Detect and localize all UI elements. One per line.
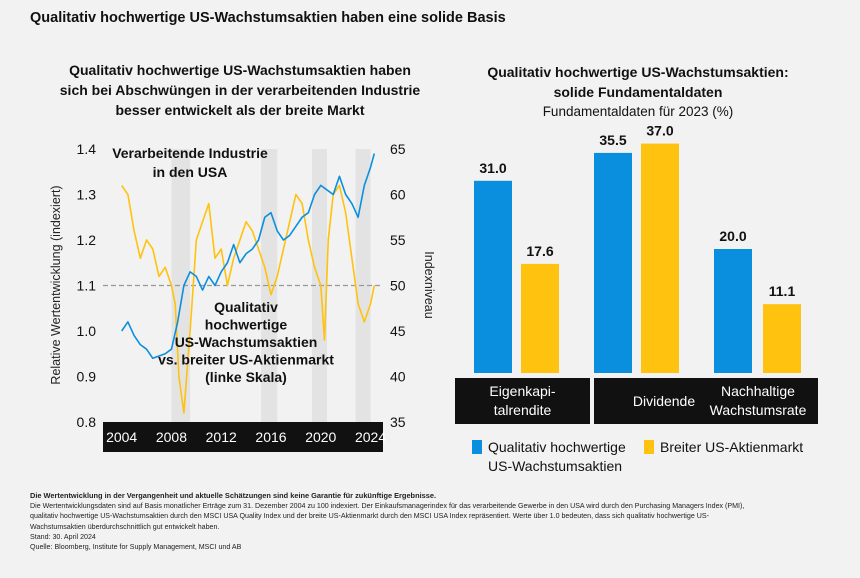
bar-quality [474,180,512,373]
category-label: Wachstumsrate [710,402,807,418]
x-tick-label: 2004 [106,429,137,445]
series-line-quality [121,153,376,360]
bar-value-label: 37.0 [646,123,673,139]
y-left-tick-label: 1.4 [77,141,97,157]
legend-swatch-yellow [644,440,654,454]
y-left-tick-label: 1.3 [77,187,97,203]
recession-band [171,149,191,422]
footnote-line: Wachstumsaktien überdurchschnittlich gut… [30,522,220,531]
y-right-tick-label: 50 [390,278,406,294]
legend-item-quality: Qualitativ hochwertige [472,438,626,456]
x-tick-label: 2016 [255,429,286,445]
bar-value-label: 11.1 [769,283,796,299]
annotation-quality-line: US-Wachstumsaktien [175,334,318,350]
right-chart-subtitle: Fundamentaldaten für 2023 (%) [542,104,734,119]
y-right-tick-label: 35 [390,414,406,430]
y-left-tick-label: 1.1 [77,278,97,294]
legend-item-market: Breiter US-Aktienmarkt [644,438,803,456]
y-right-tick-label: 40 [390,369,406,385]
footnote-line: qualitativ hochwertige US-Wachstumsaktie… [30,512,709,521]
bar-value-label: 17.6 [526,243,553,259]
y-left-tick-label: 1.0 [77,323,97,339]
left-chart-title-line: besser entwickelt als der breite Markt [115,102,365,118]
legend-swatch-blue [472,440,482,454]
bar-market [521,263,559,373]
category-label: Eigenkapi- [489,383,555,399]
left-chart-title: Qualitativ hochwertige US-Wachstumsaktie… [40,60,440,120]
y-right-tick-label: 65 [390,141,406,157]
category-label: Nachhaltige [721,383,795,399]
right-chart-title-line: solide Fundamentaldaten [553,84,723,100]
y-right-axis-label: Indexniveau [422,251,436,318]
right-chart-title: Qualitativ hochwertige US-Wachstumsaktie… [458,62,818,122]
annotation-quality-line: hochwertige [205,317,288,333]
y-right-tick-label: 45 [390,323,406,339]
annotation-quality-line: vs. breiter US-Aktienmarkt [158,352,334,368]
annotation-ism-line: in den USA [153,164,228,180]
bar-value-label: 35.5 [599,132,626,148]
page-title: Qualitativ hochwertige US-Wachstumsaktie… [30,10,506,26]
category-box [698,378,818,424]
footnote-source: Quelle: Bloomberg, Institute for Supply … [30,543,242,552]
footnote-date: Stand: 30. April 2024 [30,532,96,541]
annotation-quality-line: (linke Skala) [205,369,287,385]
left-chart-title-line: Qualitativ hochwertige US-Wachstumsaktie… [69,62,411,78]
x-tick-label: 2024 [355,429,386,445]
x-tick-label: 2008 [156,429,187,445]
category-label: talrendite [494,402,552,418]
footnote-line: Die Wertentwicklungsdaten sind auf Basis… [30,502,745,511]
legend-label-market: Breiter US-Aktienmarkt [660,439,804,455]
series-line-ism [121,184,376,414]
footnote: Die Wertentwicklung in der Vergangenheit… [30,491,840,552]
right-chart-title-line: Qualitativ hochwertige US-Wachstumsaktie… [487,64,789,80]
left-chart-title-line: sich bei Abschwüngen in der verarbeitend… [59,82,421,98]
category-label: Dividende [633,393,695,409]
footnote-disclaimer: Die Wertentwicklung in der Vergangenheit… [30,491,437,500]
legend-label-quality-line: US-Wachstumsaktien [488,458,623,474]
y-right-tick-label: 55 [390,232,406,248]
x-tick-label: 2012 [206,429,237,445]
bar-value-label: 20.0 [719,228,746,244]
y-left-tick-label: 1.2 [77,232,97,248]
bar-quality [714,249,752,373]
y-left-tick-label: 0.8 [77,414,97,430]
x-axis-band [103,422,383,452]
bar-quality [594,152,632,373]
x-tick-label: 2020 [305,429,336,445]
annotation-ism-line: Verarbeitende Industrie [112,145,268,161]
y-left-axis-label: Relative Wertentwicklung (indexiert) [49,185,63,384]
category-box [455,378,590,424]
annotation-quality-line: Qualitativ [214,299,278,315]
bar-market [641,143,679,373]
y-right-tick-label: 60 [390,187,406,203]
legend-label-quality-line: Qualitativ hochwertige [488,439,626,455]
bar-market [763,304,801,373]
bar-value-label: 31.0 [479,160,506,176]
y-left-tick-label: 0.9 [77,369,97,385]
